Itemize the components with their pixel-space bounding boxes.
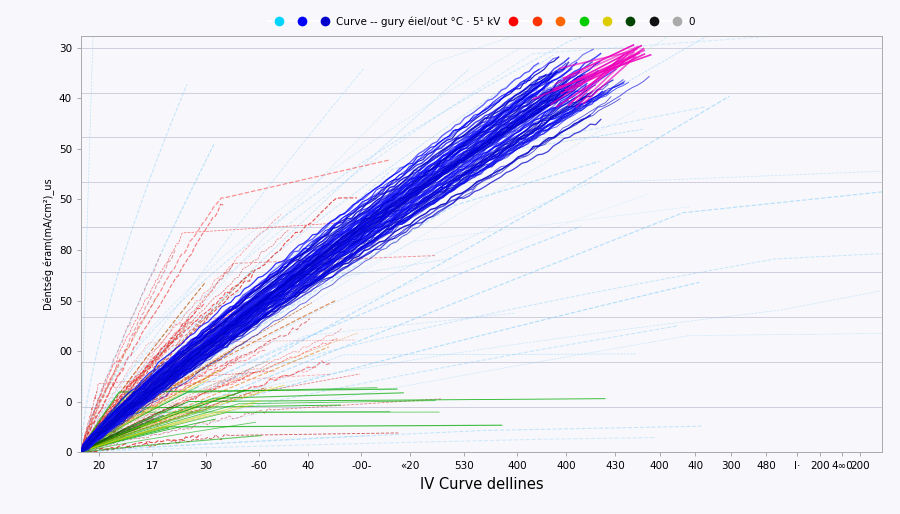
Legend: , , Curve -- gury éiel/out °C · 5¹ kV, , , , , , , , 0: , , Curve -- gury éiel/out °C · 5¹ kV, ,… — [264, 12, 699, 31]
X-axis label: IV Curve dellines: IV Curve dellines — [419, 477, 544, 492]
Y-axis label: Déntség éram(mA/cm²)_us: Déntség éram(mA/cm²)_us — [43, 178, 55, 310]
